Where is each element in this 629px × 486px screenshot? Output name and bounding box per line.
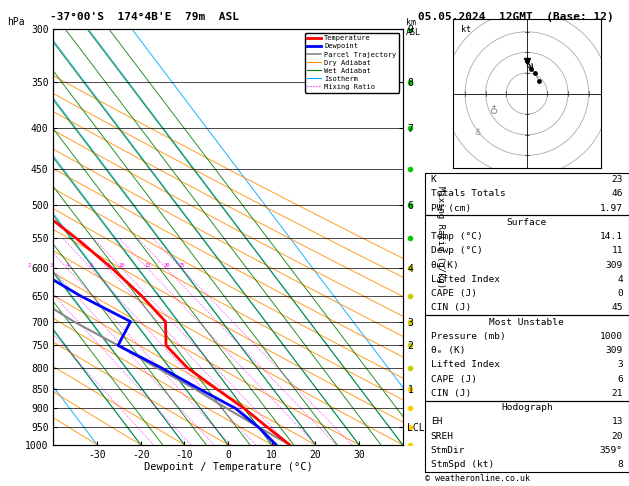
Text: θₑ(K): θₑ(K) [431, 260, 459, 270]
Text: Dewp (°C): Dewp (°C) [431, 246, 482, 256]
Text: 13: 13 [611, 417, 623, 426]
Point [530, 69, 540, 77]
Text: StmDir: StmDir [431, 446, 465, 455]
Text: CIN (J): CIN (J) [431, 303, 471, 312]
Text: ♁: ♁ [474, 128, 481, 137]
Text: 309: 309 [606, 260, 623, 270]
Text: 45: 45 [611, 303, 623, 312]
Text: SREH: SREH [431, 432, 454, 441]
Text: θₑ (K): θₑ (K) [431, 346, 465, 355]
Text: 05.05.2024  12GMT  (Base: 12): 05.05.2024 12GMT (Base: 12) [418, 12, 614, 22]
Text: 3: 3 [50, 263, 53, 268]
Text: EH: EH [431, 417, 442, 426]
Text: Lifted Index: Lifted Index [431, 275, 499, 284]
Text: 21: 21 [611, 389, 623, 398]
Text: 20: 20 [611, 432, 623, 441]
Text: 4: 4 [617, 275, 623, 284]
Legend: Temperature, Dewpoint, Parcel Trajectory, Dry Adiabat, Wet Adiabat, Isotherm, Mi: Temperature, Dewpoint, Parcel Trajectory… [304, 33, 399, 93]
Text: kt: kt [461, 25, 471, 34]
Point [526, 65, 536, 73]
Text: -37°00'S  174°4B'E  79m  ASL: -37°00'S 174°4B'E 79m ASL [50, 12, 239, 22]
Text: 1000: 1000 [600, 332, 623, 341]
X-axis label: Dewpoint / Temperature (°C): Dewpoint / Temperature (°C) [143, 462, 313, 472]
Text: PW (cm): PW (cm) [431, 204, 471, 213]
Point [522, 57, 532, 65]
Text: 3: 3 [617, 361, 623, 369]
Text: 6: 6 [89, 263, 92, 268]
Text: 6: 6 [617, 375, 623, 383]
Y-axis label: Mixing Ratio (g/kg): Mixing Ratio (g/kg) [436, 186, 445, 288]
Text: 23: 23 [611, 175, 623, 184]
Text: 10: 10 [119, 263, 125, 268]
Text: 8: 8 [617, 460, 623, 469]
Text: 0: 0 [617, 289, 623, 298]
Text: 309: 309 [606, 346, 623, 355]
Text: Totals Totals: Totals Totals [431, 190, 506, 198]
Text: 14.1: 14.1 [600, 232, 623, 241]
Text: 8: 8 [106, 263, 109, 268]
Text: StmSpd (kt): StmSpd (kt) [431, 460, 494, 469]
Text: Surface: Surface [507, 218, 547, 227]
Text: Most Unstable: Most Unstable [489, 318, 564, 327]
Text: 2: 2 [28, 263, 31, 268]
Text: hPa: hPa [7, 17, 25, 27]
Text: 4: 4 [66, 263, 69, 268]
Text: Temp (°C): Temp (°C) [431, 232, 482, 241]
Text: 20: 20 [163, 263, 170, 268]
Text: 25: 25 [178, 263, 185, 268]
Text: CIN (J): CIN (J) [431, 389, 471, 398]
Text: 359°: 359° [600, 446, 623, 455]
Text: Hodograph: Hodograph [501, 403, 553, 412]
Text: 46: 46 [611, 190, 623, 198]
Text: © weatheronline.co.uk: © weatheronline.co.uk [425, 474, 530, 483]
Text: CAPE (J): CAPE (J) [431, 289, 477, 298]
Text: ♁: ♁ [490, 106, 498, 116]
Text: km
ASL: km ASL [406, 18, 421, 37]
Text: 11: 11 [611, 246, 623, 256]
Text: K: K [431, 175, 437, 184]
Text: CAPE (J): CAPE (J) [431, 375, 477, 383]
Point [534, 77, 544, 85]
Text: Lifted Index: Lifted Index [431, 361, 499, 369]
Text: 15: 15 [145, 263, 151, 268]
Text: Pressure (mb): Pressure (mb) [431, 332, 506, 341]
Text: 1.97: 1.97 [600, 204, 623, 213]
